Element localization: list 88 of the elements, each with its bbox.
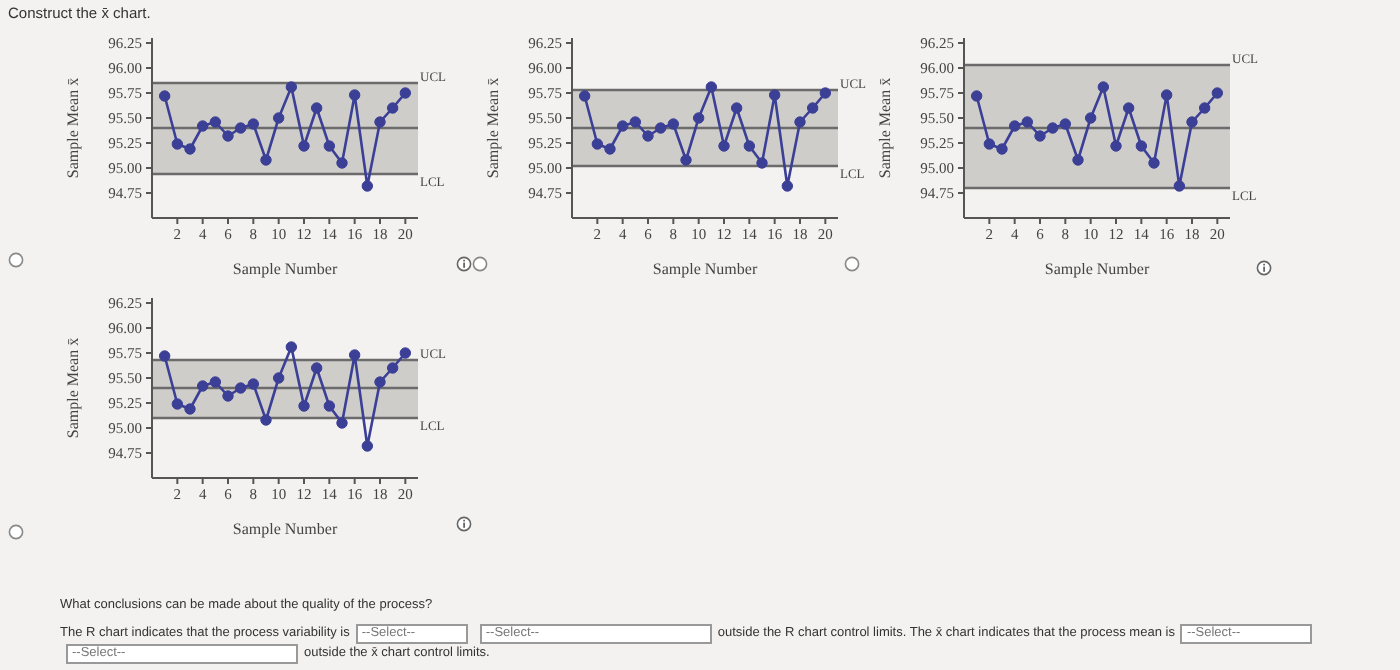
point bbox=[768, 89, 781, 101]
y-axis-title: Sample Mean x̄ bbox=[64, 337, 82, 439]
point bbox=[743, 140, 756, 152]
point bbox=[285, 81, 298, 93]
point bbox=[336, 157, 348, 169]
point bbox=[234, 382, 247, 394]
point bbox=[260, 154, 272, 166]
point bbox=[323, 400, 336, 412]
point bbox=[1097, 81, 1110, 93]
point bbox=[247, 378, 260, 390]
y-axis-title: Sample Mean x̄ bbox=[876, 77, 894, 179]
point bbox=[361, 440, 374, 452]
point bbox=[654, 122, 667, 134]
point bbox=[386, 362, 399, 374]
point bbox=[718, 140, 730, 152]
point bbox=[996, 143, 1008, 155]
point bbox=[310, 102, 323, 114]
point bbox=[209, 116, 222, 128]
point bbox=[399, 347, 412, 359]
point bbox=[806, 102, 819, 114]
point bbox=[171, 138, 184, 150]
point bbox=[158, 350, 171, 362]
point bbox=[1160, 89, 1173, 101]
point bbox=[323, 140, 336, 152]
point bbox=[730, 102, 743, 114]
point bbox=[1148, 157, 1160, 169]
point bbox=[361, 180, 374, 192]
point bbox=[196, 120, 209, 132]
point bbox=[285, 341, 298, 353]
point bbox=[260, 414, 272, 426]
point bbox=[184, 403, 196, 415]
point bbox=[604, 143, 616, 155]
point bbox=[1186, 116, 1198, 128]
point bbox=[1122, 102, 1135, 114]
point bbox=[298, 140, 310, 152]
point bbox=[1021, 116, 1034, 128]
point bbox=[1059, 118, 1072, 130]
point bbox=[1084, 112, 1097, 124]
point bbox=[794, 116, 806, 128]
point bbox=[705, 81, 718, 93]
point bbox=[1135, 140, 1148, 152]
point bbox=[1198, 102, 1211, 114]
point bbox=[374, 116, 386, 128]
y-axis-title: Sample Mean x̄ bbox=[64, 77, 82, 179]
point bbox=[970, 90, 983, 102]
point bbox=[386, 102, 399, 114]
point bbox=[642, 130, 654, 142]
point bbox=[1211, 87, 1224, 99]
x-axis-title: Sample Number bbox=[232, 520, 338, 538]
point bbox=[692, 112, 705, 124]
point bbox=[184, 143, 196, 155]
point bbox=[158, 90, 171, 102]
point bbox=[234, 122, 247, 134]
y-axis-title: Sample Mean x̄ bbox=[484, 77, 502, 179]
point bbox=[1034, 130, 1046, 142]
point bbox=[1008, 120, 1021, 132]
point bbox=[336, 417, 348, 429]
point bbox=[171, 398, 184, 410]
point bbox=[222, 130, 234, 142]
point bbox=[298, 400, 310, 412]
x-axis-title: Sample Number bbox=[232, 260, 338, 278]
x-axis-title: Sample Number bbox=[652, 260, 758, 278]
point bbox=[616, 120, 629, 132]
point bbox=[374, 376, 386, 388]
point bbox=[272, 112, 285, 124]
point bbox=[196, 380, 209, 392]
point bbox=[399, 87, 412, 99]
point bbox=[247, 118, 260, 130]
point bbox=[348, 349, 361, 361]
point bbox=[1110, 140, 1122, 152]
point bbox=[348, 89, 361, 101]
point bbox=[578, 90, 591, 102]
point bbox=[819, 87, 832, 99]
point bbox=[781, 180, 794, 192]
point bbox=[1173, 180, 1186, 192]
point bbox=[222, 390, 234, 402]
point bbox=[310, 362, 323, 374]
point bbox=[591, 138, 604, 150]
x-axis-title: Sample Number bbox=[1044, 260, 1150, 278]
point bbox=[756, 157, 768, 169]
point bbox=[1072, 154, 1084, 166]
point bbox=[209, 376, 222, 388]
point bbox=[272, 372, 285, 384]
point bbox=[680, 154, 692, 166]
point bbox=[667, 118, 680, 130]
point bbox=[983, 138, 996, 150]
point bbox=[629, 116, 642, 128]
point bbox=[1046, 122, 1059, 134]
